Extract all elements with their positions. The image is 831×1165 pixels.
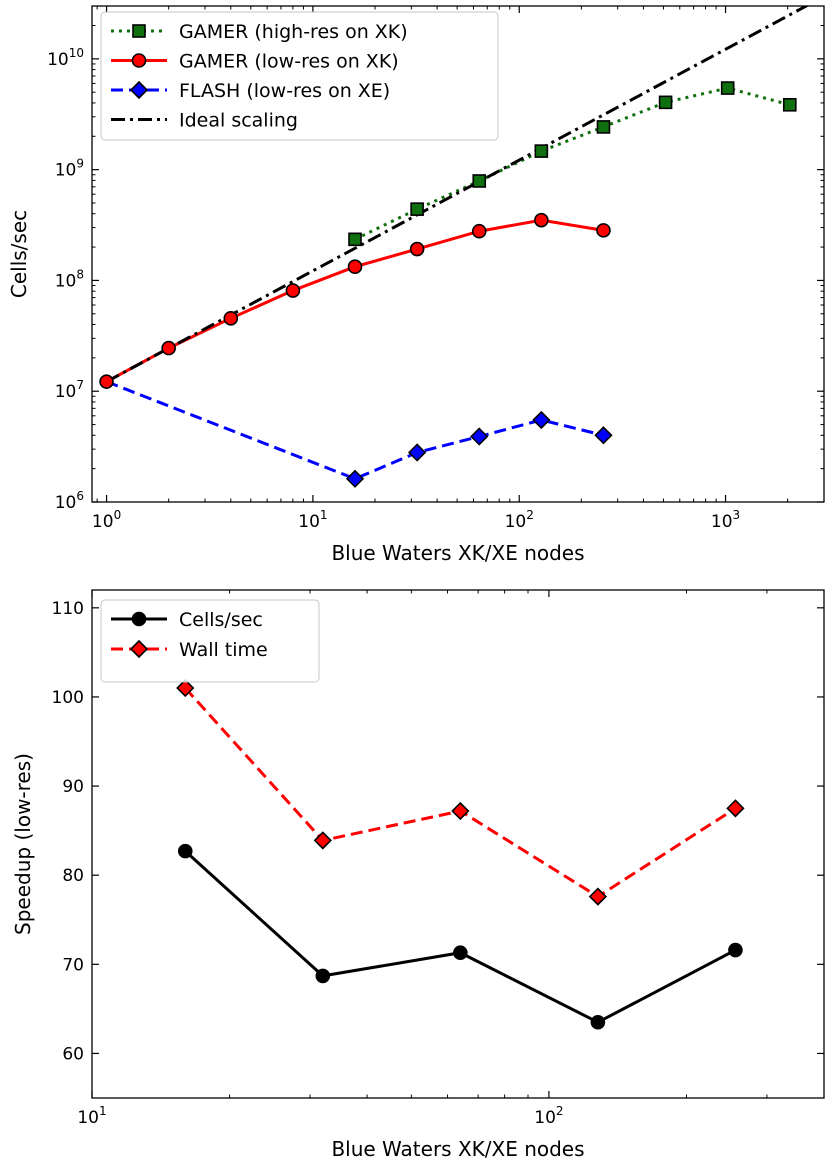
data-point bbox=[285, 283, 301, 298]
data-point bbox=[782, 97, 797, 112]
legend-marker bbox=[129, 639, 149, 659]
y-tick-label: 107 bbox=[55, 378, 84, 402]
legend-label: FLASH (low-res on XE) bbox=[179, 80, 390, 102]
y-tick-label: 1010 bbox=[47, 46, 84, 70]
y-tick-label: 90 bbox=[62, 777, 84, 797]
data-point bbox=[471, 223, 487, 239]
legend-label: Cells/sec bbox=[179, 609, 263, 631]
data-point bbox=[596, 120, 611, 134]
x-tick-label: 102 bbox=[505, 508, 534, 532]
data-point bbox=[410, 202, 424, 216]
markers-group bbox=[99, 81, 797, 488]
legend-marker bbox=[132, 24, 146, 38]
data-point bbox=[177, 843, 193, 859]
data-point bbox=[594, 426, 613, 445]
x-axis-label: Blue Waters XK/XE nodes bbox=[331, 1137, 584, 1161]
data-point bbox=[407, 443, 427, 462]
legend-label: Ideal scaling bbox=[179, 110, 298, 132]
data-point bbox=[728, 942, 743, 958]
ticks: 100 101 102 103 106 107 108 109 1010 bbox=[47, 5, 825, 532]
markers-group bbox=[176, 678, 745, 1030]
data-point bbox=[472, 174, 487, 188]
data-point bbox=[409, 241, 425, 257]
series-line-0 bbox=[354, 86, 791, 241]
legend-marker bbox=[129, 80, 149, 100]
legend-label: GAMER (low-res on XK) bbox=[179, 51, 399, 73]
data-point bbox=[453, 945, 468, 961]
data-point bbox=[99, 374, 114, 389]
y-tick-label: 100 bbox=[52, 688, 84, 708]
data-point bbox=[348, 232, 362, 247]
data-point bbox=[470, 427, 489, 446]
data-point bbox=[596, 223, 611, 238]
legend-marker bbox=[131, 53, 147, 68]
y-tick-label: 80 bbox=[62, 866, 84, 886]
legend-label: GAMER (high-res on XK) bbox=[179, 21, 408, 43]
y-tick-label: 110 bbox=[52, 599, 84, 619]
data-point bbox=[590, 1014, 606, 1030]
x-tick-label: 101 bbox=[298, 508, 327, 532]
data-point bbox=[161, 340, 176, 356]
legend-label: Wall time bbox=[179, 639, 268, 661]
x-tick-label: 101 bbox=[77, 1104, 106, 1128]
y-tick-label: 70 bbox=[62, 955, 84, 975]
data-point bbox=[720, 81, 735, 95]
legend: GAMER (high-res on XK) GAMER (low-res on … bbox=[100, 11, 499, 141]
y-tick-label: 106 bbox=[55, 489, 84, 513]
legend: Cells/sec Wall time bbox=[100, 599, 320, 683]
data-point bbox=[176, 678, 195, 698]
data-point bbox=[534, 212, 549, 228]
plot-frame bbox=[91, 5, 825, 503]
x-tick-label: 100 bbox=[92, 508, 121, 532]
series-line-2 bbox=[106, 380, 604, 481]
data-point bbox=[315, 968, 331, 984]
data-point bbox=[347, 259, 363, 275]
y-tick-label: 108 bbox=[55, 267, 84, 291]
data-point bbox=[726, 799, 745, 818]
y-axis-label: Speedup (low-res) bbox=[11, 753, 35, 935]
y-axis-label: Cells/sec bbox=[7, 210, 31, 298]
data-point bbox=[534, 144, 549, 158]
data-point bbox=[658, 95, 673, 110]
x-tick-label: 102 bbox=[534, 1104, 563, 1128]
speedup-chart: 101 102 60 70 80 90 100 110 Blue Waters XK/XE no… bbox=[11, 589, 825, 1161]
x-axis-label: Blue Waters XK/XE nodes bbox=[331, 541, 584, 565]
data-point bbox=[532, 410, 551, 430]
legend-box bbox=[100, 11, 499, 141]
y-tick-label: 60 bbox=[62, 1044, 84, 1064]
plot-frame bbox=[91, 589, 825, 1099]
data-point bbox=[223, 311, 239, 326]
data-point bbox=[588, 887, 608, 906]
y-tick-label: 109 bbox=[55, 157, 84, 181]
legend-marker bbox=[131, 611, 147, 627]
x-tick-label: 103 bbox=[711, 508, 740, 532]
data-point bbox=[313, 831, 332, 850]
data-point bbox=[451, 801, 470, 821]
data-point bbox=[345, 469, 365, 488]
cells-per-sec-chart: 100 101 102 103 106 107 108 109 1010 Blue Waters … bbox=[7, 5, 825, 565]
